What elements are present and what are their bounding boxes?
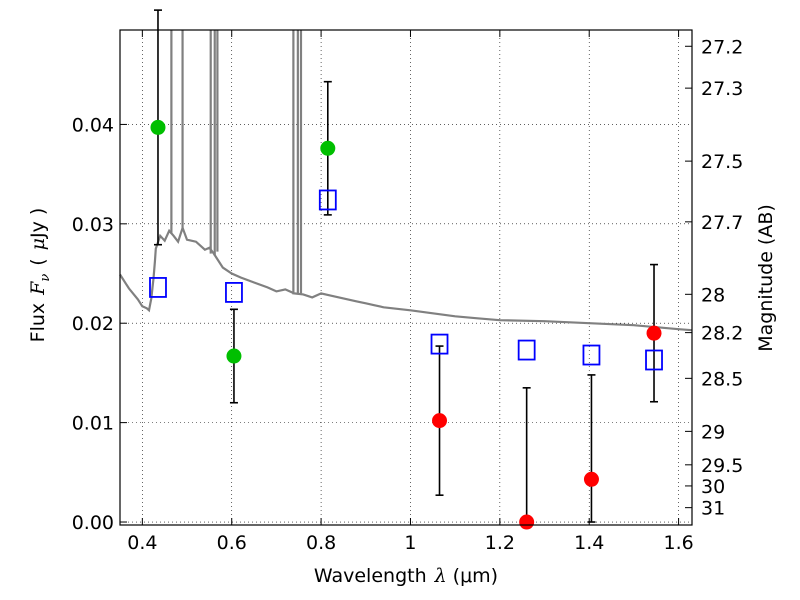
magnitude-tick-label: 27.7 [701, 212, 743, 234]
magnitude-tick-label: 28.5 [701, 368, 743, 390]
magnitude-tick-label: 27.5 [701, 151, 743, 173]
photometry-point [432, 413, 448, 429]
y-tick-label: 0.00 [72, 512, 114, 534]
magnitude-tick-label: 27.2 [701, 36, 743, 58]
grid [120, 30, 692, 525]
photometry-point [320, 140, 336, 156]
model-photometry-square [645, 349, 663, 371]
y-tick-label: 0.02 [72, 313, 114, 335]
photometry-point [226, 348, 242, 364]
data-markers [149, 119, 663, 530]
x-tick-label: 1.4 [574, 532, 604, 554]
model-photometry-square [318, 189, 337, 211]
plot-frame [119, 29, 693, 526]
x-tick-label: 1.6 [663, 532, 693, 554]
magnitude-tick-label: 27.3 [701, 78, 743, 100]
tick-labels: 0.4 0.6 0.8 1 1.2 1.4 1.6 0.00 0.01 0.02 0.03 0.04 2… [72, 36, 744, 554]
magnitude-tick-label: 29 [701, 421, 725, 443]
y-tick-label: 0.01 [72, 413, 114, 435]
x-tick-label: 0.6 [217, 532, 247, 554]
photometry-point [519, 514, 535, 530]
axis-ticks [120, 30, 692, 525]
error-bars [153, 9, 659, 523]
photometry-point [583, 471, 599, 487]
x-tick-label: 1.2 [485, 532, 515, 554]
y2-axis-label: Magnitude (AB) [755, 204, 777, 352]
y-tick-label: 0.04 [72, 114, 114, 136]
y-tick-label: 0.03 [72, 214, 114, 236]
x-tick-label: 0.4 [127, 532, 157, 554]
magnitude-tick-label: 28 [701, 284, 725, 306]
magnitude-tick-label: 30 [701, 476, 725, 498]
magnitude-tick-label: 29.5 [701, 455, 743, 477]
model-spectrum-line [119, 224, 693, 332]
model-photometry-square [517, 339, 536, 361]
model-photometry-square [149, 277, 167, 298]
x-axis-label: Wavelength λ (μm) [314, 565, 498, 587]
magnitude-tick-label: 28.2 [701, 323, 743, 345]
model-photometry-square [430, 333, 449, 355]
photometry-point [150, 119, 166, 135]
x-tick-label: 1 [404, 532, 416, 554]
model-photometry-square [225, 282, 243, 303]
y-axis-label: FluxFν(μJy) [27, 208, 53, 343]
model-spectrum [119, 30, 693, 332]
x-tick-label: 0.8 [306, 532, 336, 554]
magnitude-tick-label: 31 [701, 498, 725, 520]
model-photometry-square [582, 344, 601, 366]
photometry-point [646, 325, 662, 341]
